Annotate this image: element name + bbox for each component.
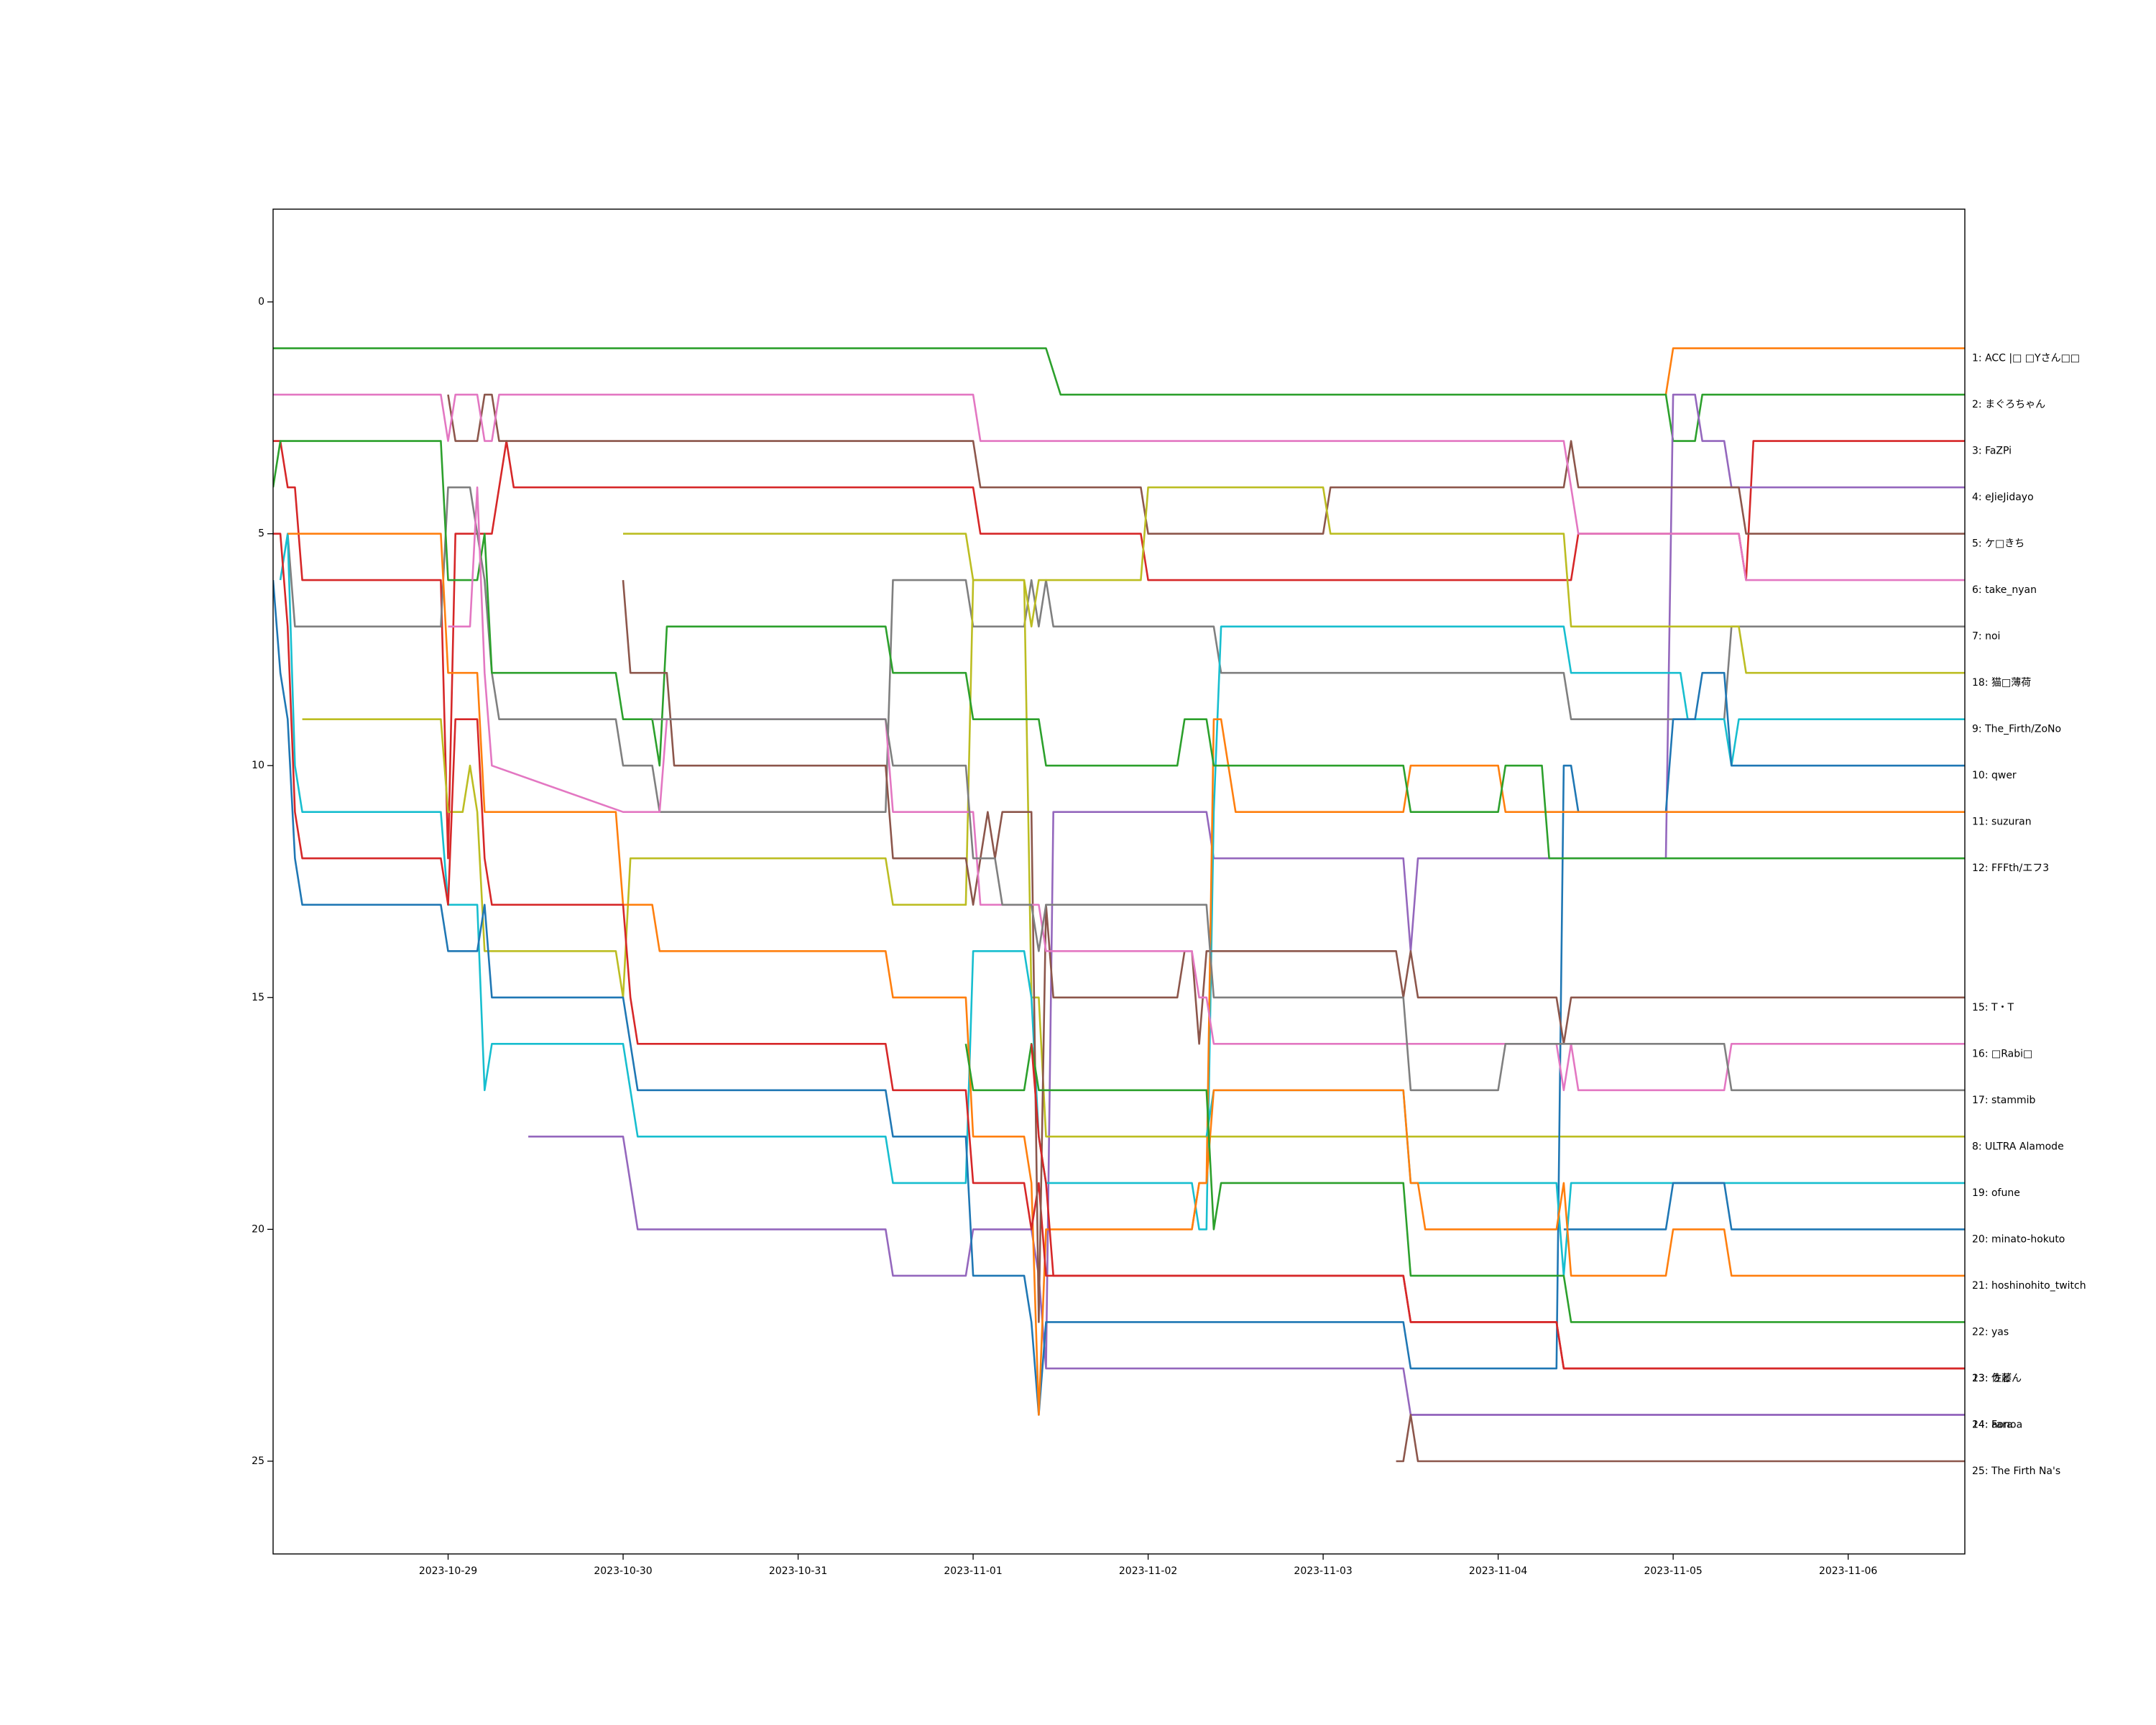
series-label-19: 19: ofune bbox=[1972, 1187, 2020, 1199]
series-label-14: 14: aonoa bbox=[1972, 1419, 2022, 1430]
x-axis: 2023-10-29 2023-10-30 2023-10-31 2023-11-01… bbox=[419, 1554, 1877, 1577]
y-tick-label: 5 bbox=[258, 528, 264, 540]
x-tick-label: 2023-11-03 bbox=[1294, 1565, 1352, 1577]
series-label-15: 15: T・T bbox=[1972, 1002, 2014, 1013]
series-label-23: 23: 佐藤 bbox=[1972, 1373, 2012, 1384]
x-tick-label: 2023-10-30 bbox=[594, 1565, 652, 1577]
series-label-6: 6: take_nyan bbox=[1972, 584, 2037, 596]
series-line-23 bbox=[1030, 1044, 1965, 1370]
y-tick-label: 25 bbox=[252, 1455, 264, 1467]
series-label-22: 22: yas bbox=[1972, 1326, 2009, 1338]
series-line-11 bbox=[287, 533, 1965, 1416]
x-tick-label: 2023-11-04 bbox=[1469, 1565, 1527, 1577]
series-label-4: 4: eJieJidayo bbox=[1972, 492, 2034, 503]
series-line-16 bbox=[448, 486, 1965, 1092]
series-line-18 bbox=[623, 486, 1965, 674]
series-end-labels: 1: ACC |□ □Yさん□□ 2: まぐろちゃん 3: FaZPi 4: eJie… bbox=[1972, 353, 2086, 1477]
series-line-21 bbox=[1191, 1089, 1965, 1277]
series-line-20 bbox=[1563, 1182, 1965, 1230]
series-label-13: 13: うどん bbox=[1972, 1373, 2022, 1384]
x-tick-label: 2023-11-01 bbox=[944, 1565, 1002, 1577]
plot-frame bbox=[272, 208, 1966, 1555]
series-label-1: 1: ACC |□ □Yさん□□ bbox=[1972, 353, 2080, 364]
series-line-12 bbox=[273, 440, 1965, 860]
x-tick-label: 2023-10-29 bbox=[419, 1565, 477, 1577]
series-line-22 bbox=[964, 1043, 1965, 1323]
series-label-21: 21: hoshinohito_twitch bbox=[1972, 1280, 2086, 1292]
series-line-5 bbox=[447, 393, 1965, 535]
series-label-12: 12: FFFth/エフ3 bbox=[1972, 862, 2049, 874]
series-label-8: 8: ULTRA Alamode bbox=[1972, 1141, 2064, 1152]
series-line-6 bbox=[273, 393, 1965, 581]
series-label-3: 3: FaZPi bbox=[1972, 446, 2012, 457]
series-line-17 bbox=[652, 718, 1965, 1092]
x-tick-label: 2023-11-06 bbox=[1819, 1565, 1877, 1577]
series-label-18: 18: 猫□薄荷 bbox=[1972, 677, 2031, 689]
series-line-25 bbox=[1396, 1414, 1965, 1463]
series-label-5: 5: ケ□きち bbox=[1972, 538, 2024, 550]
series-layer bbox=[273, 347, 1965, 1463]
series-label-9: 9: The_Firth/ZoNo bbox=[1972, 724, 2061, 735]
y-tick-label: 15 bbox=[252, 992, 264, 1003]
series-label-10: 10: qwer bbox=[1972, 770, 2017, 781]
y-tick-label: 0 bbox=[258, 296, 264, 308]
x-tick-label: 2023-11-02 bbox=[1119, 1565, 1177, 1577]
series-line-10 bbox=[273, 579, 1965, 1416]
y-tick-label: 10 bbox=[252, 760, 264, 771]
y-tick-label: 20 bbox=[252, 1223, 264, 1235]
series-line-2 bbox=[273, 347, 1965, 442]
series-label-11: 11: suzuran bbox=[1972, 816, 2032, 828]
series-line-9 bbox=[279, 533, 1965, 1230]
y-axis: 0 5 10 15 20 25 bbox=[252, 296, 273, 1467]
series-line-1 bbox=[1664, 347, 1965, 395]
series-label-20: 20: minato-hokuto bbox=[1972, 1233, 2065, 1245]
series-label-16: 16: □Rabi□ bbox=[1972, 1048, 2032, 1059]
series-label-7: 7: noi bbox=[1972, 631, 2000, 643]
series-label-25: 25: The Firth Na's bbox=[1972, 1466, 2060, 1477]
series-label-24: 24: Fara bbox=[1972, 1419, 2013, 1430]
series-label-17: 17: stammib bbox=[1972, 1095, 2036, 1106]
series-label-2: 2: まぐろちゃん bbox=[1972, 399, 2045, 410]
x-tick-label: 2023-11-05 bbox=[1644, 1565, 1702, 1577]
x-tick-label: 2023-10-31 bbox=[769, 1565, 827, 1577]
